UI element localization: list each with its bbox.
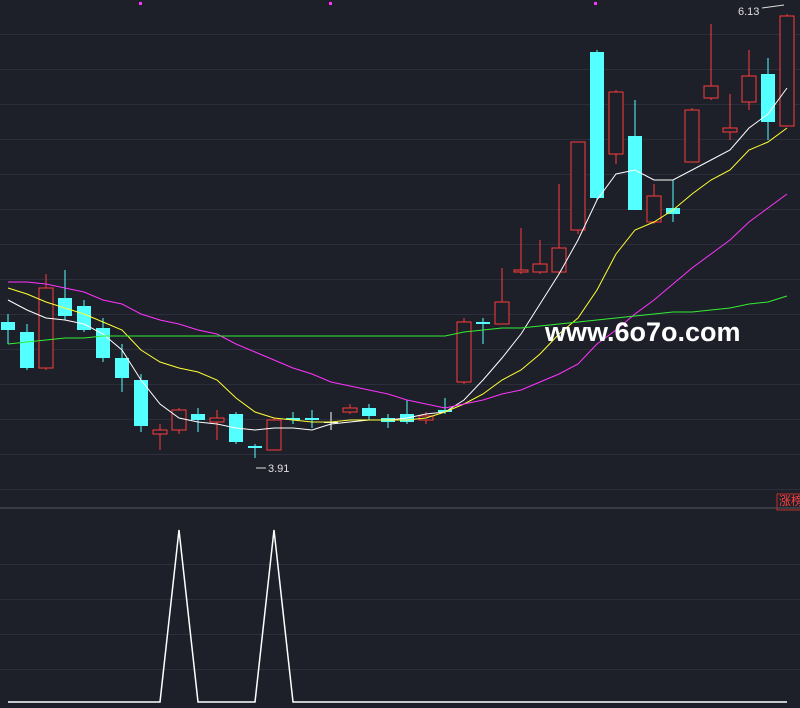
- candle-body: [20, 332, 34, 368]
- candle-body: [305, 418, 319, 420]
- candle-body: [703, 85, 719, 99]
- candle-body: [362, 408, 376, 416]
- candle-body: [684, 109, 700, 163]
- ma-line: [7, 295, 788, 345]
- candle-body: [761, 74, 775, 122]
- candle-body: [152, 429, 168, 435]
- candles: [1, 14, 795, 458]
- side-label-box: [776, 493, 800, 511]
- candle-body: [741, 75, 757, 103]
- candle-body: [513, 269, 529, 273]
- candle-body: [456, 321, 472, 383]
- high-label: 6.13: [738, 6, 759, 18]
- watermark: www.6o7o.com: [544, 317, 741, 347]
- candle-body: [1, 322, 15, 330]
- candle-body: [551, 247, 567, 273]
- candle-body: [570, 141, 586, 231]
- candle-body: [476, 322, 490, 324]
- candle-body: [666, 208, 680, 214]
- candle-body: [209, 417, 225, 423]
- candle-body: [494, 301, 510, 325]
- candle-body: [134, 380, 148, 426]
- moving-averages: [7, 87, 788, 431]
- candle-body: [779, 15, 795, 127]
- ma-line: [8, 193, 788, 409]
- annotation-arrow: [761, 4, 785, 9]
- candle-body: [115, 358, 129, 378]
- ma-line: [7, 87, 788, 431]
- candle-body: [58, 298, 72, 316]
- candle-body: [77, 306, 91, 330]
- candle-body: [38, 287, 54, 369]
- candle-body: [342, 407, 358, 413]
- ma-line: [7, 127, 788, 423]
- candle-body: [646, 195, 662, 223]
- candle-body: [438, 410, 452, 412]
- candle-body: [532, 263, 548, 273]
- candle-body: [628, 136, 642, 210]
- candle-body: [266, 419, 282, 451]
- candle-body: [608, 91, 624, 155]
- candle-body: [722, 127, 738, 133]
- side-label: 涨榜: [779, 493, 800, 508]
- candle-body: [171, 409, 187, 431]
- candle-body: [191, 414, 205, 420]
- candle-body: [248, 446, 262, 448]
- indicator-line: [8, 529, 787, 703]
- marker-dot: [139, 2, 142, 5]
- candle-body: [96, 328, 110, 358]
- marker-dot: [594, 2, 597, 5]
- candle-body: [590, 52, 604, 198]
- candle-body: [286, 418, 300, 420]
- marker-dot: [329, 2, 332, 5]
- low-label: 3.91: [268, 463, 289, 475]
